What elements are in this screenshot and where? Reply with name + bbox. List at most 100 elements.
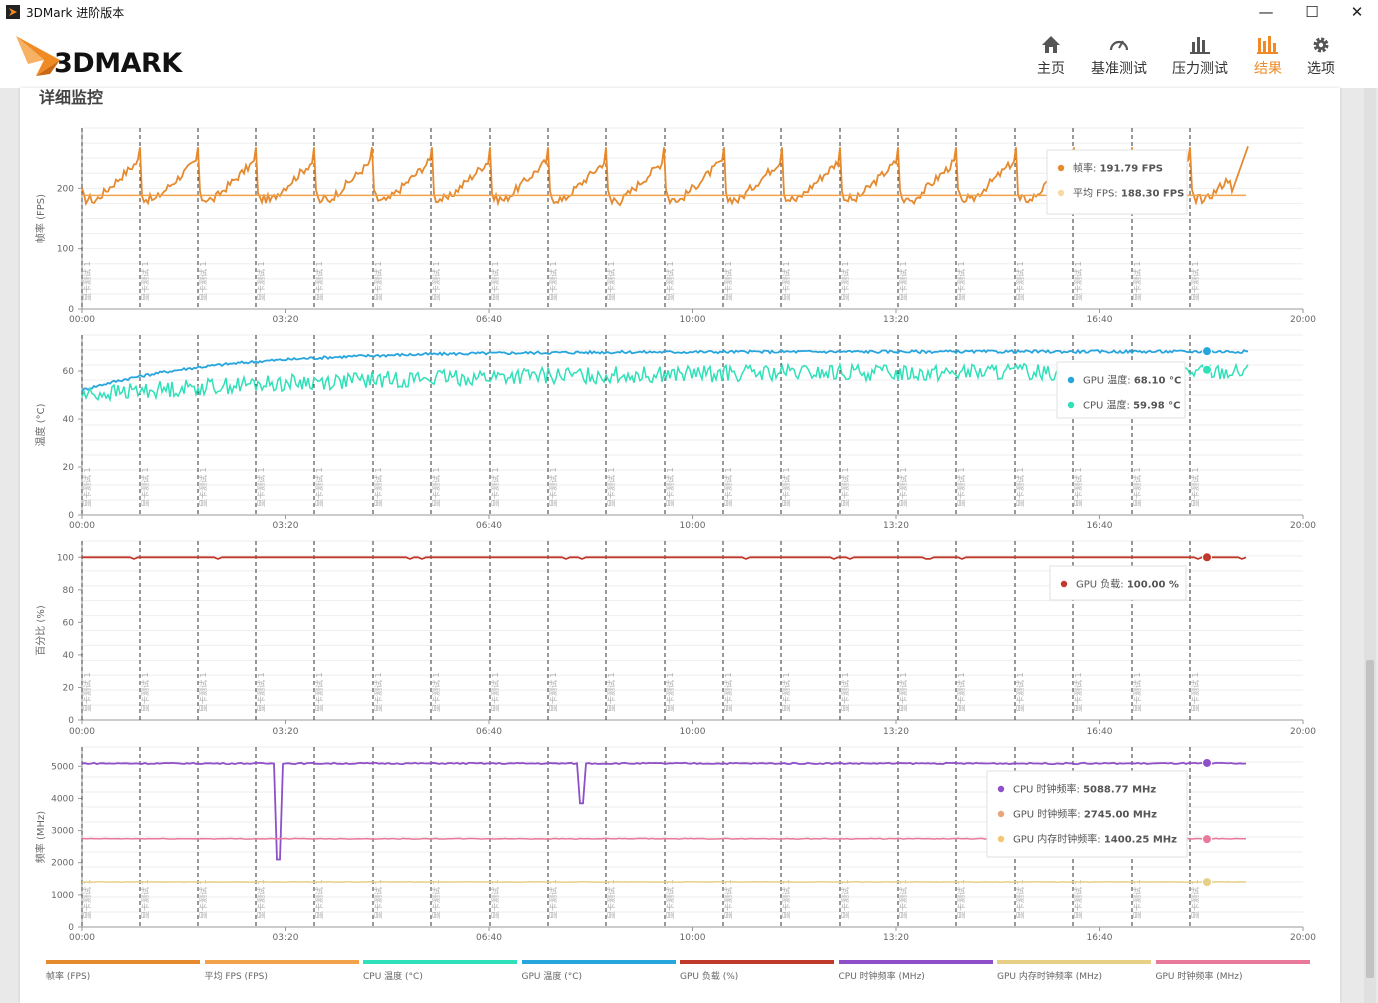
x-tick-label: 16:40 (1087, 933, 1113, 943)
loop-marker-label: 显卡测试 1 (1132, 672, 1142, 712)
bottom-legend-item[interactable]: GPU 内存时钟频率 (MHz) (997, 960, 1151, 984)
loop-marker-label: 显卡测试 1 (840, 879, 850, 919)
series-end-dot (1202, 364, 1212, 375)
loop-marker-label: 显卡测试 1 (431, 467, 441, 507)
bottom-legend-item[interactable]: GPU 时钟频率 (MHz) (1155, 960, 1310, 984)
nav-stress-tests[interactable]: 压力测试 (1165, 32, 1235, 78)
legend-label: CPU 温度: (1083, 399, 1133, 412)
nav-options[interactable]: 选项 (1286, 32, 1356, 78)
loop-marker-label: 显卡测试 1 (548, 672, 558, 712)
loop-marker-label: 显卡测试 1 (314, 672, 324, 712)
loop-marker-label: 显卡测试 1 (198, 261, 208, 301)
x-tick-label: 20:00 (1290, 315, 1316, 325)
loop-marker-label: 显卡测试 1 (198, 467, 208, 507)
close-button[interactable]: ✕ (1350, 3, 1364, 21)
loop-marker-label: 显卡测试 1 (665, 261, 675, 301)
bar-chart-icon (1190, 37, 1210, 54)
minimize-button[interactable]: — (1258, 3, 1274, 21)
y-tick-label: 0 (68, 716, 74, 726)
legend-item-label: GPU 内存时钟频率 (MHz) (997, 972, 1102, 982)
loop-marker-label: 显卡测试 1 (373, 261, 383, 301)
bottom-legend-item[interactable]: GPU 温度 (°C) (521, 960, 676, 984)
loop-marker-label: 显卡测试 1 (1190, 261, 1200, 301)
maximize-button[interactable]: ☐ (1305, 3, 1319, 21)
loop-marker-label: 显卡测试 1 (781, 261, 791, 301)
legend-value: 188.30 FPS (1121, 189, 1184, 200)
nav-benchmarks[interactable]: 基准测试 (1084, 32, 1154, 78)
loop-marker-label: 显卡测试 1 (198, 879, 208, 919)
x-tick-label: 10:00 (680, 933, 706, 943)
x-tick-label: 20:00 (1290, 727, 1316, 737)
loop-marker-label: 显卡测试 1 (373, 467, 383, 507)
loop-marker-label: 显卡测试 1 (314, 467, 324, 507)
loop-marker-label: 显卡测试 1 (140, 467, 150, 507)
x-tick-label: 13:20 (883, 933, 909, 943)
bottom-legend-item[interactable]: GPU 负载 (%) (680, 960, 834, 984)
loop-marker-label: 显卡测试 1 (781, 467, 791, 507)
legend-label: CPU 时钟频率: (1013, 783, 1083, 796)
app-header: 3DMARK 主页 基准测试 压力测试 结果 (0, 24, 1378, 88)
chart-panel-1: 0 20 40 60 温度 (°C) 00:00 03:20 06:40 10:00 13:20 1… (34, 334, 1316, 531)
results-icon (1257, 36, 1278, 54)
chart-legend-box (1056, 361, 1186, 419)
legend-entry: 平均 FPS: 188.30 FPS (1073, 188, 1184, 200)
y-axis-title: 频率 (MHz) (34, 811, 47, 863)
loop-marker-label: 显卡测试 1 (256, 467, 266, 507)
x-tick-label: 20:00 (1290, 521, 1316, 531)
loop-marker-label: 显卡测试 1 (606, 467, 616, 507)
legend-value: 1400.25 MHz (1104, 835, 1177, 846)
loop-marker-label: 显卡测试 1 (665, 879, 675, 919)
y-tick-label: 60 (63, 367, 75, 377)
loop-marker-label: 显卡测试 1 (1073, 672, 1083, 712)
loop-marker-label: 显卡测试 1 (1190, 672, 1200, 712)
legend-entry: CPU 时钟频率: 5088.77 MHz (1013, 783, 1156, 796)
y-tick-label: 20 (63, 463, 75, 473)
legend-item-label: GPU 负载 (%) (680, 972, 739, 982)
loop-marker-label: 显卡测试 1 (606, 672, 616, 712)
legend-value: 5088.77 MHz (1083, 785, 1156, 796)
loop-marker-label: 显卡测试 1 (490, 261, 500, 301)
app-icon (6, 5, 20, 19)
loop-marker-label: 显卡测试 1 (1132, 879, 1142, 919)
loop-marker-label: 显卡测试 1 (82, 879, 92, 919)
x-tick-label: 06:40 (476, 727, 502, 737)
nav-results[interactable]: 结果 (1233, 32, 1303, 78)
legend-color-bar (997, 960, 1151, 964)
loop-marker-label: 显卡测试 1 (490, 467, 500, 507)
loop-marker-label: 显卡测试 1 (1132, 261, 1142, 301)
chart-legend-box (986, 770, 1188, 858)
y-axis-title: 帧率 (FPS) (34, 194, 47, 243)
x-tick-label: 00:00 (69, 727, 95, 737)
loop-marker-label: 显卡测试 1 (898, 672, 908, 712)
nav-home[interactable]: 主页 (1016, 32, 1086, 78)
loop-marker-label: 显卡测试 1 (606, 879, 616, 919)
legend-color-bar (521, 960, 676, 964)
bottom-legend-item[interactable]: 帧率 (FPS) (46, 960, 200, 984)
series-line-CPU 时钟频率 (81, 761, 1247, 861)
x-tick-label: 20:00 (1290, 933, 1316, 943)
loop-marker-label: 显卡测试 1 (1015, 879, 1025, 919)
legend-value: 100.00 % (1127, 580, 1179, 591)
bottom-legend-item[interactable]: CPU 时钟频率 (MHz) (838, 960, 993, 984)
legend-swatch (997, 835, 1005, 843)
loop-marker-label: 显卡测试 1 (256, 672, 266, 712)
series-end-dot (1202, 346, 1212, 357)
bottom-legend-item[interactable]: 平均 FPS (FPS) (204, 960, 359, 984)
loop-marker-label: 显卡测试 1 (781, 879, 791, 919)
loop-marker-label: 显卡测试 1 (781, 672, 791, 712)
chart-panel-2: 0 20 40 60 80 100 百分比 (%) 00:00 03:20 06:40 10:00 1… (35, 540, 1316, 737)
loop-marker-label: 显卡测试 1 (956, 879, 966, 919)
x-tick-label: 06:40 (476, 933, 502, 943)
legend-label: GPU 时钟频率: (1013, 808, 1084, 821)
loop-marker-label: 显卡测试 1 (82, 467, 92, 507)
loop-marker-label: 显卡测试 1 (1073, 261, 1083, 301)
scrollbar-thumb[interactable] (1366, 660, 1374, 978)
bottom-legend-item[interactable]: CPU 温度 (°C) (363, 960, 517, 984)
loop-marker-label: 显卡测试 1 (956, 261, 966, 301)
legend-entry: GPU 时钟频率: 2745.00 MHz (1013, 808, 1157, 821)
chart-panel-3: 0 1000 2000 3000 4000 5000 频率 (MHz) 00:00 03:20 0… (34, 746, 1316, 943)
gear-icon (1313, 37, 1329, 53)
loop-marker-label: 显卡测试 1 (140, 879, 150, 919)
legend-value: 191.79 FPS (1100, 164, 1163, 175)
